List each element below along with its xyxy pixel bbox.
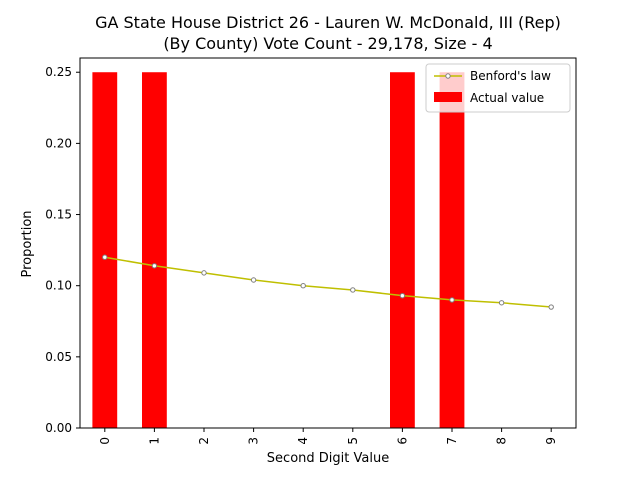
plot-frame [79,57,577,429]
benford-point-0 [102,254,108,260]
bar-digit-1 [142,72,167,428]
benford-point-9 [548,304,554,310]
bar-digit-6 [390,72,415,428]
x-tick-label: 3 [247,437,261,445]
plot-area: 0.00 0.05 0.10 0.15 0.20 0.25 0 1 2 3 4 5 6 7 8 9 [45,57,577,445]
benford-point-2 [201,270,207,276]
benford-point-4 [300,282,306,289]
y-tick-label: 0.10 [45,279,72,293]
x-axis-label: Second Digit Value [267,451,389,466]
benford-line [104,256,552,308]
x-tick-label: 9 [544,437,558,445]
benford-point-7 [449,297,455,303]
benford-point-8 [498,300,505,306]
bar-digit-7 [439,72,465,428]
legend-bar-swatch [434,92,462,102]
chart-title-line1: GA State House District 26 - Lauren W. M… [95,13,561,32]
x-tick-label: 4 [296,437,310,445]
benford-point-5 [350,287,356,293]
x-tick-label: 0 [98,437,112,445]
benford-point-6 [399,292,406,299]
benford-point-3 [250,277,257,283]
legend-label-actual: Actual value [470,91,544,105]
y-tick-label: 0.20 [45,136,72,150]
legend-label-benford: Benford's law [470,69,551,83]
bar-digit-0 [92,72,118,428]
x-tick-label: 7 [445,437,459,445]
legend: Benford's law Actual value [425,63,571,113]
x-tick-label: 5 [346,437,360,445]
chart-title-line2: (By County) Vote Count - 29,178, Size - … [163,34,492,53]
x-tick-label: 8 [495,437,509,445]
y-tick-label: 0.15 [45,208,72,222]
y-tick-label: 0.05 [45,350,72,364]
x-tick-label: 2 [197,437,211,445]
y-axis-label: Proportion [20,210,35,277]
legend-marker-swatch [445,73,451,79]
y-tick-label: 0.25 [45,65,72,79]
benford-point-1 [151,263,158,269]
y-tick-label: 0.00 [45,421,72,435]
x-tick-label: 6 [395,437,409,445]
x-tick-label: 1 [147,437,161,445]
